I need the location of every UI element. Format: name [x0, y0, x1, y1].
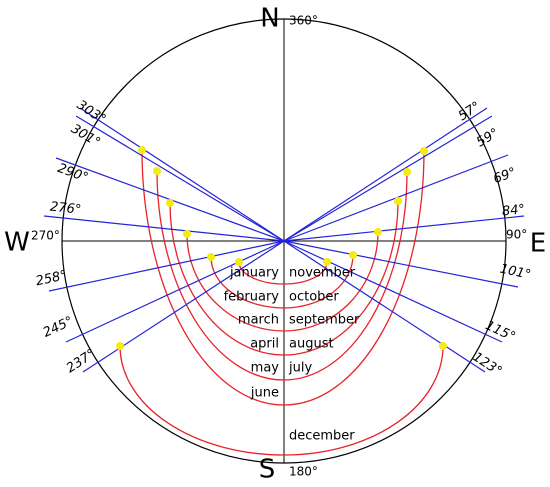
azimuth-label: 290° — [55, 161, 90, 186]
west-degree: 270° — [31, 229, 60, 243]
sun-point — [235, 258, 243, 266]
month-label: february — [224, 290, 280, 305]
azimuth-label: 69° — [491, 165, 518, 187]
arc — [141, 149, 425, 406]
sun-point — [374, 228, 382, 236]
month-label: march — [238, 313, 279, 328]
east-label: E — [530, 229, 546, 259]
ray — [283, 107, 488, 242]
arc — [119, 345, 444, 456]
month-label: june — [250, 386, 279, 401]
sun-point — [153, 167, 161, 175]
sun-points — [116, 146, 447, 350]
month-label: september — [289, 313, 360, 328]
azimuth-label: 123° — [470, 350, 504, 380]
arc — [169, 200, 399, 356]
month-label: january — [229, 266, 279, 281]
west-label: W — [4, 228, 30, 258]
azimuth-label: 101° — [498, 262, 532, 283]
sun-point — [138, 146, 146, 154]
month-label: august — [289, 337, 334, 352]
sun-point — [439, 342, 447, 350]
sun-point — [420, 147, 428, 155]
ray — [283, 215, 525, 242]
azimuth-label: 301° — [68, 122, 103, 151]
arc — [156, 170, 408, 381]
month-arcs — [119, 149, 444, 456]
month-label: october — [289, 290, 339, 305]
azimuth-label: 237° — [64, 347, 98, 377]
south-degree: 180° — [289, 465, 318, 479]
month-label: may — [251, 361, 280, 376]
ray — [283, 240, 486, 373]
sun-point — [349, 251, 357, 259]
azimuth-label: 245° — [41, 314, 76, 341]
ray — [283, 240, 503, 343]
ray — [48, 240, 285, 292]
east-degree: 90° — [506, 228, 527, 242]
sun-point — [116, 342, 124, 350]
month-label: december — [289, 429, 355, 444]
azimuth-rays — [43, 107, 525, 373]
ray — [65, 240, 285, 343]
azimuth-label: 57° — [456, 99, 483, 124]
month-label: july — [288, 361, 312, 376]
sun-point — [207, 253, 215, 261]
month-label: november — [289, 266, 356, 281]
azimuth-label: 276° — [49, 200, 82, 218]
arc — [238, 261, 328, 285]
sun-point — [403, 168, 411, 176]
ray — [79, 107, 285, 242]
ray — [82, 240, 285, 373]
south-label: S — [259, 455, 276, 485]
sun-point — [323, 258, 331, 266]
ray — [283, 240, 519, 288]
ray — [43, 215, 285, 242]
month-label: april — [250, 337, 279, 352]
sun-point — [183, 230, 191, 238]
sun-point — [394, 197, 402, 205]
azimuth-label: 258° — [34, 268, 68, 289]
sun-point — [166, 199, 174, 207]
azimuth-label: 84° — [501, 202, 525, 219]
ray — [75, 115, 285, 242]
azimuth-label: 59° — [474, 126, 501, 151]
north-degree: 360° — [289, 14, 318, 28]
north-label: N — [260, 4, 279, 34]
ray — [283, 115, 493, 242]
